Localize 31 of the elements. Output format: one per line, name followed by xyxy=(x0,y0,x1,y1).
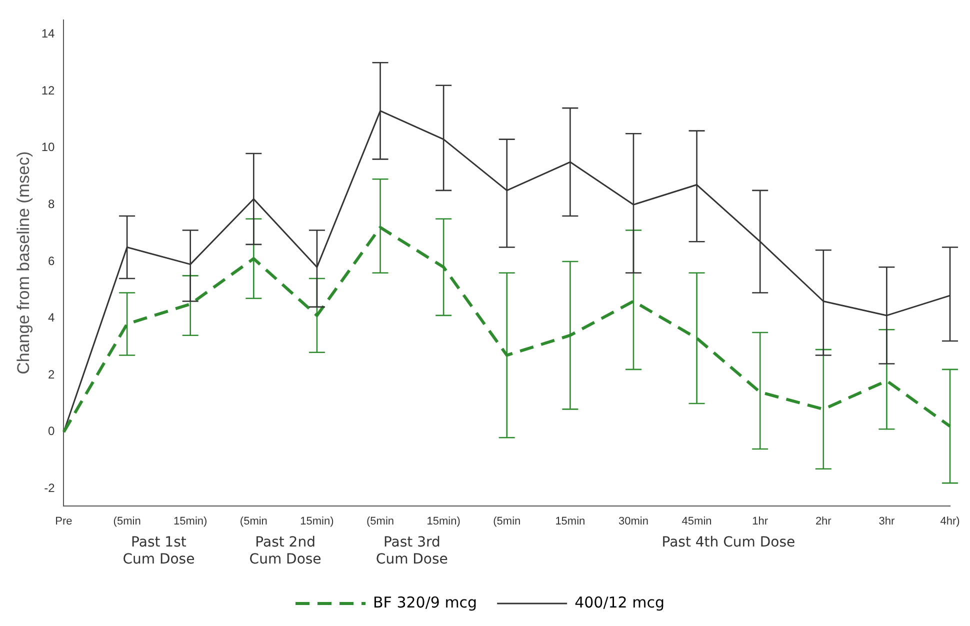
text: Past 2nd Cum Dose xyxy=(249,534,322,568)
y-tick-label: 8 xyxy=(48,196,56,211)
x-tick-label: (5min xyxy=(113,515,141,528)
y-tick-label: 14 xyxy=(41,26,56,41)
x-tick-label: 15min xyxy=(555,515,586,528)
legend-label: 400/12 mcg xyxy=(574,593,664,612)
x-tick-label: (5min xyxy=(240,515,268,528)
y-tick-label: 0 xyxy=(48,424,56,438)
x-tick-label: (5min xyxy=(493,515,521,528)
y-axis-title: Change from baseline (msec) xyxy=(14,151,33,374)
x-tick-label: 15min) xyxy=(300,515,334,528)
y-tick-label: 10 xyxy=(41,140,56,154)
y-tick-label: -2 xyxy=(44,481,56,496)
x-tick-label: 2hr xyxy=(815,515,832,528)
x-tick-label: 1hr xyxy=(752,515,768,528)
x-tick-label: 15min) xyxy=(174,515,208,528)
y-tick-label: 6 xyxy=(48,254,56,268)
y-tick-label: 4 xyxy=(48,310,56,325)
x-tick-label: 30min xyxy=(618,515,648,528)
text: Past 1st Cum Dose xyxy=(122,534,195,568)
x-tick-label: 15min) xyxy=(426,515,460,528)
text: Past 4th Cum Dose xyxy=(662,534,796,551)
text: Past 3rd Cum Dose xyxy=(376,534,448,568)
x-tick-label: 4hr) xyxy=(940,515,960,528)
x-tick-label: 3hr xyxy=(878,515,895,528)
y-tick-label: 12 xyxy=(41,83,56,98)
x-tick-label: Pre xyxy=(55,515,72,528)
x-tick-label: (5min xyxy=(366,515,394,528)
y-tick-label: 2 xyxy=(48,367,56,382)
x-tick-label: 45min xyxy=(682,515,712,528)
legend-label: BF 320/9 mcg xyxy=(373,593,478,612)
